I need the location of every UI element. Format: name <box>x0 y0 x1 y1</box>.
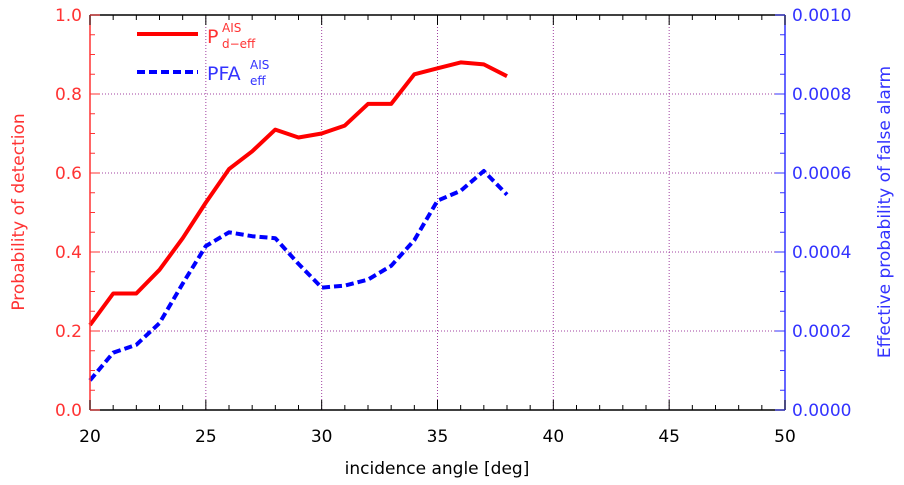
x-axis-title: incidence angle [deg] <box>345 459 530 479</box>
grid-lines <box>90 15 785 410</box>
x-tick-label-4: 40 <box>543 427 565 447</box>
series-layer <box>88 60 509 382</box>
x-tick-label-6: 50 <box>774 427 796 447</box>
legend-label-pfa: PFA <box>207 63 241 85</box>
legend-sup-pfa: AIS <box>250 58 269 72</box>
y-tick-label-left-5: 1.0 <box>55 6 82 26</box>
x-tick-label-1: 25 <box>195 427 217 447</box>
legend-sup-pd: AIS <box>222 21 241 35</box>
y-axis-right-title: Effective probability of false alarm <box>875 66 895 358</box>
x-tick-label-3: 35 <box>427 427 449 447</box>
series-line-0 <box>88 60 508 327</box>
y-tick-label-right-1: 0.0002 <box>792 322 851 342</box>
legend: P AIS d−eff PFA AIS eff <box>137 21 269 88</box>
y-tick-label-left-4: 0.8 <box>55 85 82 105</box>
y-tick-label-right-3: 0.0006 <box>792 164 851 184</box>
y-tick-label-right-2: 0.0004 <box>792 243 851 263</box>
x-tick-label-5: 45 <box>658 427 680 447</box>
legend-sub-pd: d−eff <box>222 37 256 51</box>
y-tick-label-right-0: 0.0000 <box>792 401 851 421</box>
y-tick-label-right-5: 0.0010 <box>792 6 851 26</box>
x-tick-label-0: 20 <box>79 427 101 447</box>
y-tick-label-left-3: 0.6 <box>55 164 82 184</box>
y-tick-label-left-0: 0.0 <box>55 401 82 421</box>
series-line-1 <box>88 169 509 382</box>
axes <box>89 14 786 411</box>
ticks <box>89 14 786 411</box>
y-tick-label-right-4: 0.0008 <box>792 85 851 105</box>
legend-label-pd: P <box>207 26 218 48</box>
legend-sub-pfa: eff <box>250 74 266 88</box>
x-tick-label-2: 30 <box>311 427 333 447</box>
y-tick-label-left-1: 0.2 <box>55 322 82 342</box>
y-axis-left-title: Probability of detection <box>9 113 29 310</box>
y-tick-label-left-2: 0.4 <box>55 243 82 263</box>
labels: 20 25 30 35 40 45 50 0.0 0.2 0.4 0.6 0.8 1.0 0.0000 0.… <box>55 6 852 447</box>
